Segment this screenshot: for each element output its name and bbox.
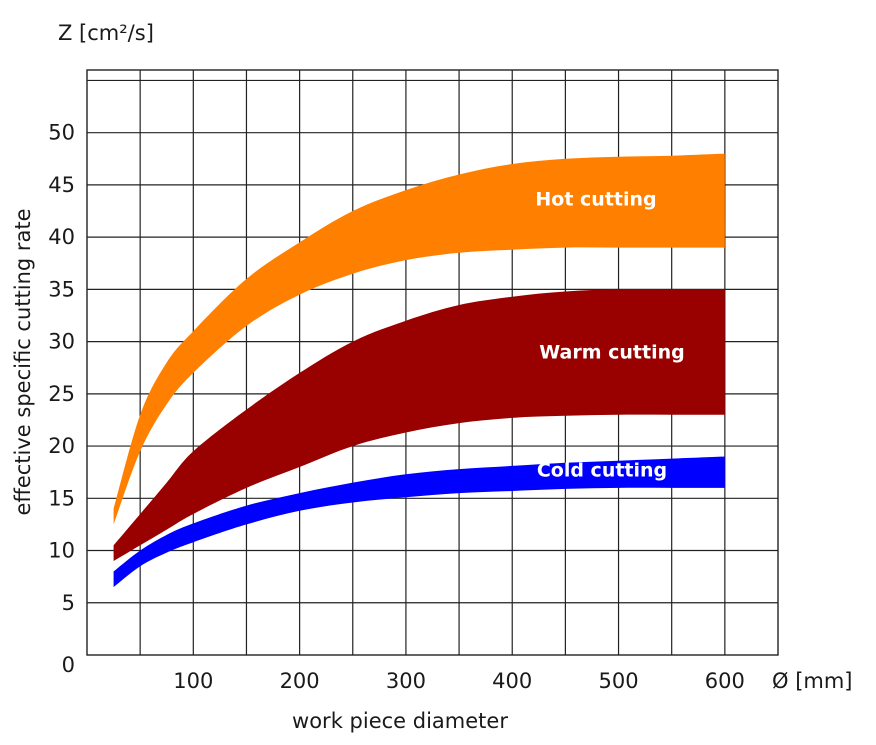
y-axis-unit: Z [cm²/s]	[58, 21, 154, 45]
bands	[113, 153, 725, 588]
y-tick-45: 45	[48, 173, 75, 197]
x-tick-300: 300	[386, 669, 426, 693]
y-tick-35: 35	[48, 277, 75, 301]
y-tick-labels: 5 10 15 20 25 30 35 40 45 50	[48, 121, 75, 615]
plot-frame	[86, 69, 779, 656]
x-axis-unit: Ø [mm]	[772, 669, 853, 693]
y-tick-15: 15	[48, 486, 75, 510]
cold-cutting-label: Cold cutting	[537, 460, 667, 482]
x-tick-labels: 100 200 300 400 500 600	[173, 669, 745, 693]
y-tick-50: 50	[48, 121, 75, 145]
band-labels: Hot cutting Warm cutting Cold cutting	[535, 189, 684, 482]
x-tick-500: 500	[598, 669, 638, 693]
y-tick-25: 25	[48, 382, 75, 406]
y-tick-20: 20	[48, 434, 75, 458]
x-tick-100: 100	[173, 669, 213, 693]
y-tick-5: 5	[62, 591, 75, 615]
x-tick-400: 400	[492, 669, 532, 693]
cold-cutting-band	[113, 456, 725, 588]
x-tick-200: 200	[280, 669, 320, 693]
x-tick-600: 600	[705, 669, 745, 693]
warm-cutting-label: Warm cutting	[539, 342, 684, 364]
origin-label: 0	[62, 653, 75, 677]
y-axis-title: effective specific cutting rate	[11, 208, 35, 515]
x-axis-title: work piece diameter	[292, 709, 508, 733]
y-tick-40: 40	[48, 225, 75, 249]
y-tick-30: 30	[48, 330, 75, 354]
hot-cutting-band	[113, 153, 725, 525]
warm-cutting-band	[113, 289, 725, 561]
y-tick-10: 10	[48, 539, 75, 563]
hot-cutting-label: Hot cutting	[535, 189, 656, 211]
